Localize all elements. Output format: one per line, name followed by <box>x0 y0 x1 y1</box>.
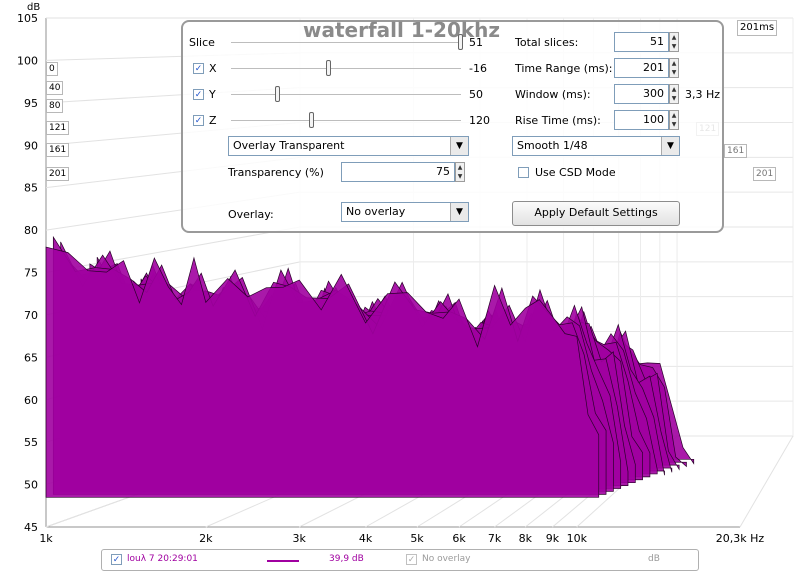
apply-default-settings-button[interactable]: Apply Default Settings <box>512 201 680 226</box>
x-tick-label: 10k <box>567 532 588 545</box>
depth-label-right: 161 <box>724 144 748 158</box>
y-tick-label: 100 <box>17 54 38 67</box>
time-range-spinner[interactable]: ▲ ▼ <box>669 58 679 78</box>
y-label: Y <box>209 88 216 101</box>
transparency-label: Transparency (%) <box>228 166 324 179</box>
x-tick-label: 8k <box>519 532 533 545</box>
window-spinner[interactable]: ▲ ▼ <box>669 84 679 104</box>
y-axis-ticks: 105 100 95 90 85 80 75 70 65 60 55 50 45 <box>17 12 38 534</box>
depth-label: 0 <box>46 62 58 76</box>
y-value: 50 <box>469 88 483 101</box>
y-tick-label: 90 <box>24 139 38 152</box>
x-slider[interactable] <box>326 60 331 76</box>
slice-value: 51 <box>469 36 483 49</box>
overlay-select-value: No overlay <box>346 205 406 218</box>
y-tick-label: 75 <box>24 267 38 280</box>
x-tick-label: 4k <box>359 532 373 545</box>
y-tick-label: 105 <box>17 12 38 25</box>
legend-bar: ✓ louλ 7 20:29:01 39,9 dB ✓ No overlay d… <box>101 549 699 571</box>
chevron-down-icon: ▼ <box>661 137 679 155</box>
settings-panel: waterfall 1-20khz Slice 51 ✓ X -16 ✓ Y 5… <box>181 18 724 233</box>
y-axis-label: dB <box>27 2 40 13</box>
window-label: Window (ms): <box>515 88 591 101</box>
transparency-spinner[interactable]: ▲ ▼ <box>455 162 465 182</box>
time-axis-label: 201ms <box>737 20 778 36</box>
y-tick-label: 50 <box>24 479 38 492</box>
x-tick-label: 6k <box>452 532 466 545</box>
x-tick-label: 7k <box>488 532 502 545</box>
chart-title: waterfall 1-20khz <box>303 18 501 42</box>
transparency-input[interactable]: 75 <box>341 162 455 182</box>
y-tick-label: 95 <box>24 97 38 110</box>
depth-label: 80 <box>46 99 64 113</box>
z-track <box>231 120 461 121</box>
depth-label: 40 <box>46 81 64 95</box>
y-checkbox[interactable]: ✓ <box>193 89 204 100</box>
gridline-depth-x <box>739 435 794 528</box>
total-slices-spinner[interactable]: ▲ ▼ <box>669 32 679 52</box>
depth-label-right: 201 <box>753 167 777 181</box>
z-value: 120 <box>469 114 490 127</box>
y-tick-label: 85 <box>24 182 38 195</box>
y-tick-label: 70 <box>24 309 38 322</box>
y-tick-label: 60 <box>24 394 38 407</box>
rise-time-spinner[interactable]: ▲ ▼ <box>669 110 679 130</box>
legend-series-value: 39,9 dB <box>329 554 364 564</box>
smoothing-select[interactable]: Smooth 1/48 ▼ <box>512 136 680 156</box>
overlay-mode-select[interactable]: Overlay Transparent ▼ <box>228 136 469 156</box>
y-tick-label: 45 <box>24 521 38 534</box>
slice-track <box>231 42 461 43</box>
legend-series-name: louλ 7 20:29:01 <box>127 554 198 564</box>
y-tick-label: 65 <box>24 351 38 364</box>
rise-time-label: Rise Time (ms): <box>515 114 601 127</box>
csd-mode-checkbox[interactable] <box>518 167 529 178</box>
y-tick-label: 55 <box>24 436 38 449</box>
overlay-label: Overlay: <box>228 208 274 221</box>
waterfall-slices <box>45 235 695 498</box>
waterfall-slice <box>45 246 600 498</box>
z-label: Z <box>209 114 217 127</box>
total-slices-input[interactable]: 51 <box>614 32 669 52</box>
x-tick-label: 3k <box>293 532 307 545</box>
total-slices-label: Total slices: <box>515 36 579 49</box>
x-axis-ticks: 1k 2k 3k 4k 5k 6k 7k 8k 9k 10k 20,3k Hz <box>39 532 764 545</box>
y-slider[interactable] <box>275 86 280 102</box>
overlay-checkbox[interactable]: ✓ <box>406 554 417 565</box>
series-checkbox[interactable]: ✓ <box>111 554 122 565</box>
window-input[interactable]: 300 <box>614 84 669 104</box>
overlay-select[interactable]: No overlay ▼ <box>341 202 469 222</box>
x-checkbox[interactable]: ✓ <box>193 63 204 74</box>
z-slider[interactable] <box>309 112 314 128</box>
y-tick-label: 80 <box>24 224 38 237</box>
x-tick-label: 5k <box>410 532 424 545</box>
x-tick-label: 2k <box>199 532 213 545</box>
gridline-depth <box>45 226 301 273</box>
slice-slider[interactable] <box>458 34 463 50</box>
csd-mode-label: Use CSD Mode <box>535 166 616 179</box>
chevron-down-icon: ▼ <box>450 203 468 221</box>
x-value: -16 <box>469 62 487 75</box>
x-tick-label: 1k <box>39 532 53 545</box>
legend-overlay-unit: dB <box>648 554 660 564</box>
legend-series-line <box>267 560 299 562</box>
legend-overlay-name: No overlay <box>422 554 471 564</box>
y-track <box>231 94 461 95</box>
x-tick-label: 20,3k Hz <box>716 532 765 545</box>
x-track <box>231 68 461 69</box>
time-range-label: Time Range (ms): <box>515 62 613 75</box>
rise-time-input[interactable]: 100 <box>614 110 669 130</box>
overlay-mode-value: Overlay Transparent <box>233 139 345 152</box>
time-range-input[interactable]: 201 <box>614 58 669 78</box>
smoothing-value: Smooth 1/48 <box>517 139 588 152</box>
depth-label: 121 <box>46 121 70 135</box>
window-hz: 3,3 Hz <box>685 88 721 101</box>
z-checkbox[interactable]: ✓ <box>193 115 204 126</box>
depth-label: 161 <box>46 143 70 157</box>
x-label: X <box>209 62 217 75</box>
depth-label: 201 <box>46 167 70 181</box>
x-tick-label: 9k <box>546 532 560 545</box>
slice-label: Slice <box>189 36 215 49</box>
chevron-down-icon: ▼ <box>450 137 468 155</box>
